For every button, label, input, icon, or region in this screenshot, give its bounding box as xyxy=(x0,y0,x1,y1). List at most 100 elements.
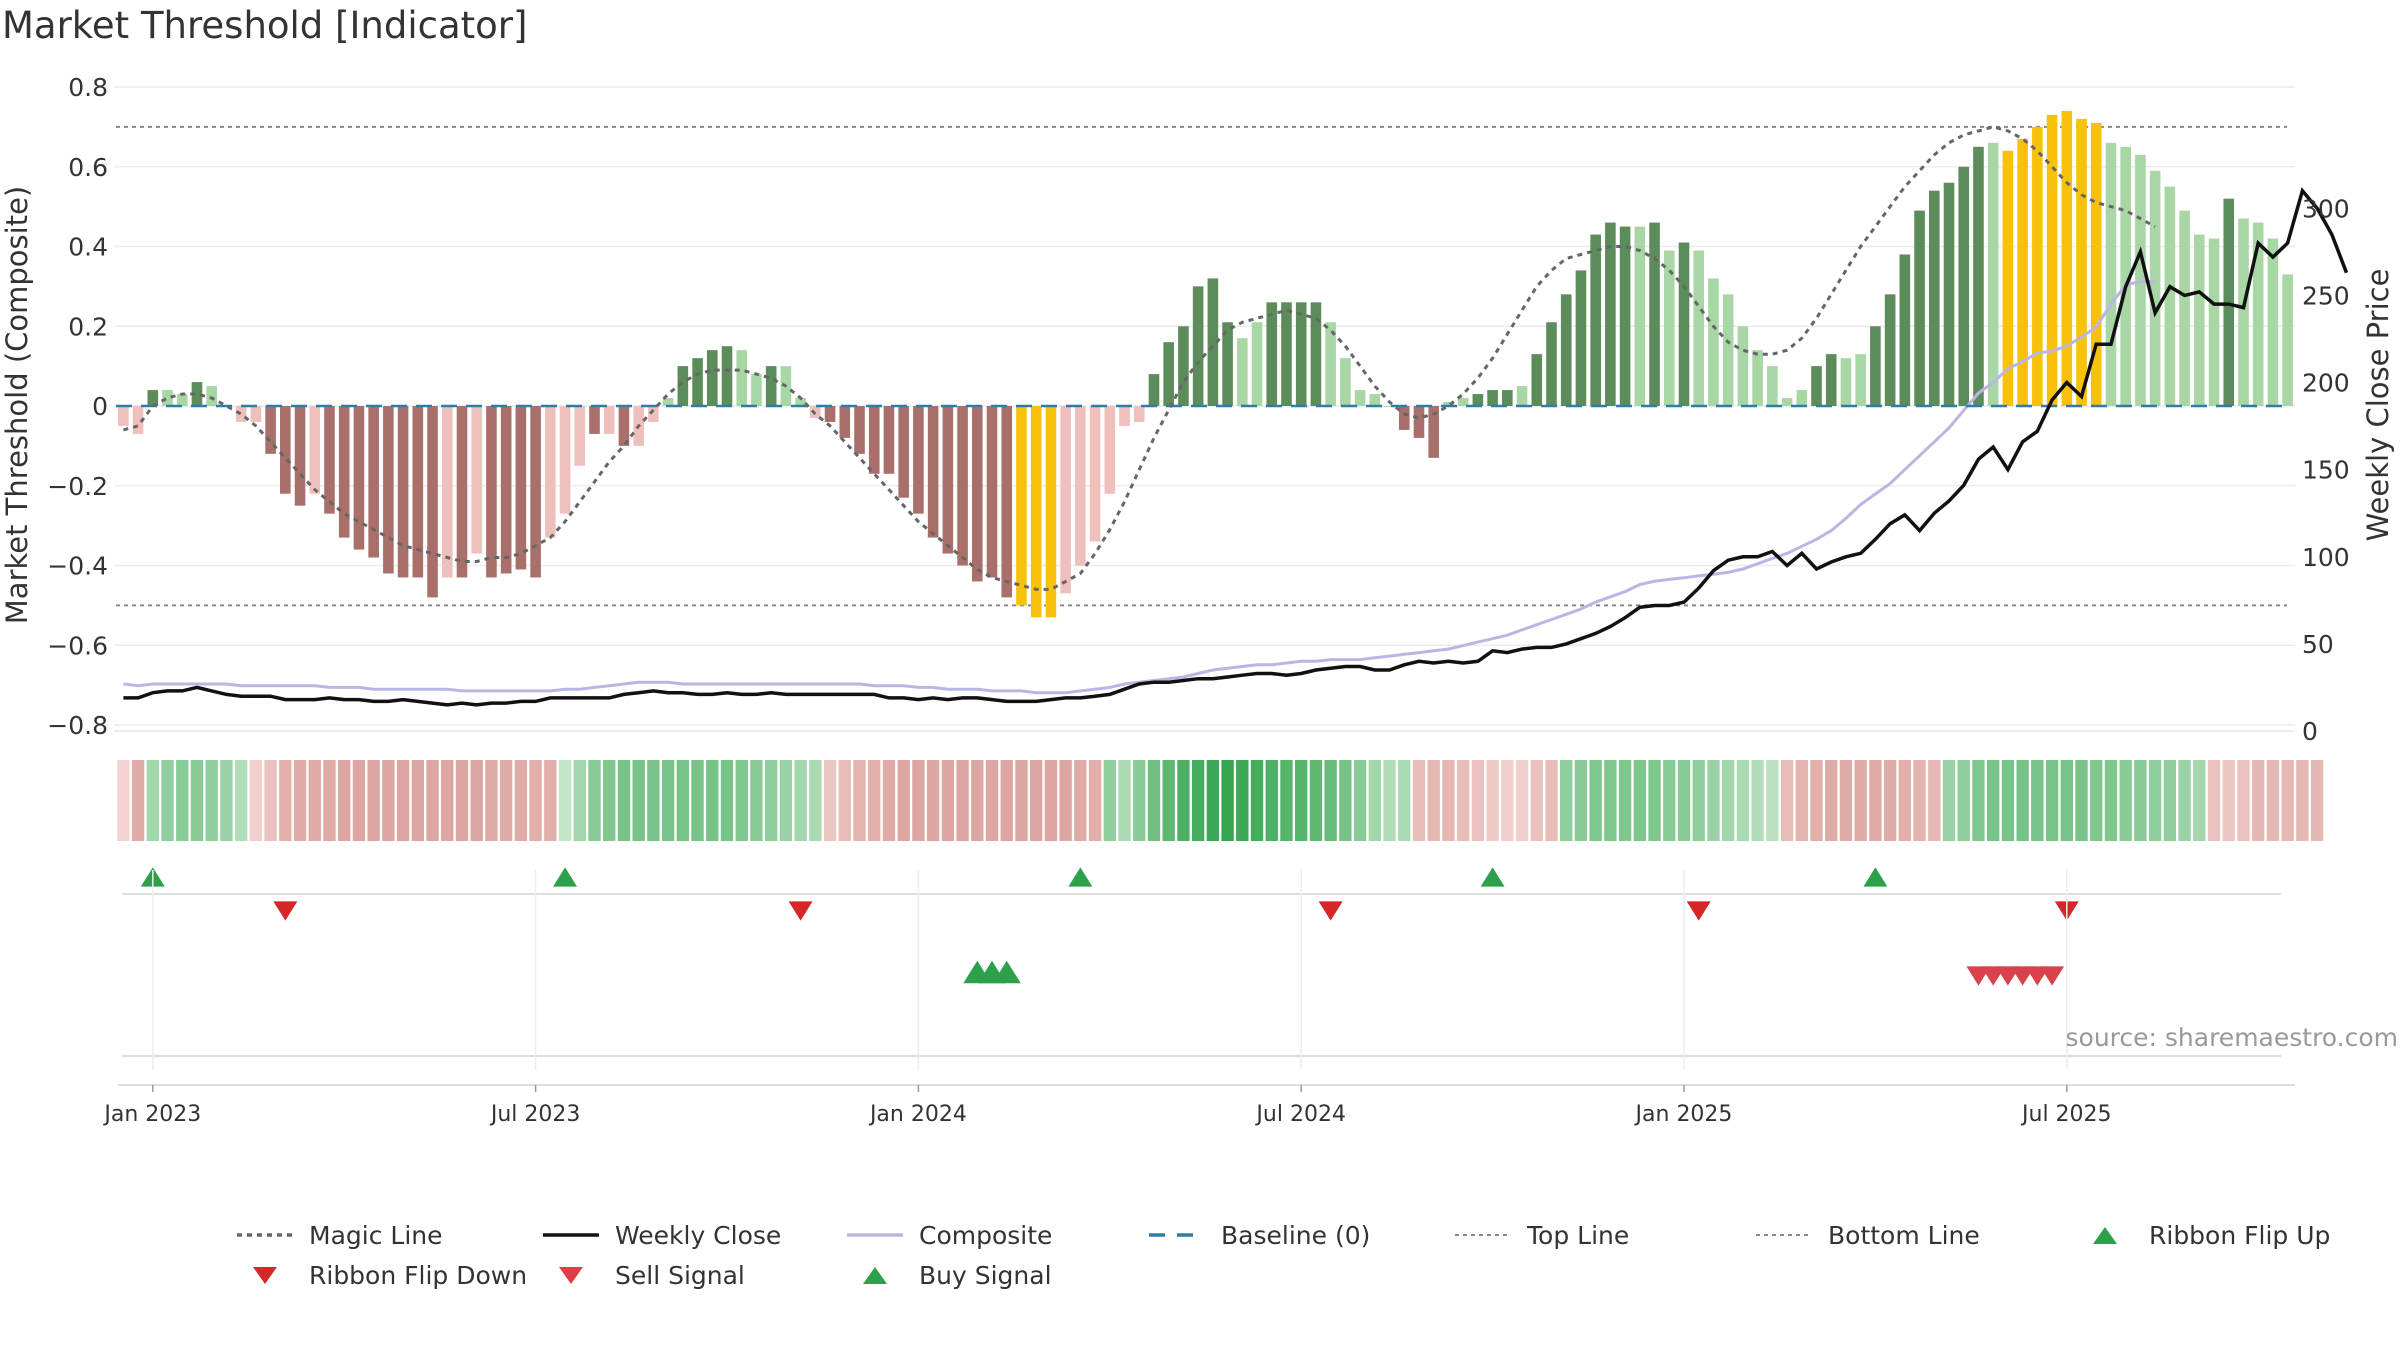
ribbon-segment xyxy=(779,760,793,841)
legend-label: Weekly Close xyxy=(615,1220,782,1250)
composite-bar xyxy=(1443,402,1454,406)
legend-item[interactable]: Bottom Line xyxy=(1754,1218,1980,1252)
composite-bar xyxy=(383,406,394,574)
ribbon-segment xyxy=(1309,760,1323,841)
ribbon-segment xyxy=(676,760,690,841)
weekly-close-line xyxy=(123,187,2349,707)
composite-bar xyxy=(118,406,129,426)
composite-bar xyxy=(1398,406,1410,430)
signal-markers xyxy=(122,960,2281,1057)
ribbon-segment xyxy=(1839,760,1853,841)
composite-bar xyxy=(1295,302,1307,406)
composite-bar xyxy=(427,406,438,598)
ribbon-segment xyxy=(264,760,277,841)
legend-symbol-icon xyxy=(253,1267,277,1284)
ribbon-segment xyxy=(1633,760,1647,841)
y-tick-label-right: 250 xyxy=(2302,281,2350,310)
composite-bar xyxy=(2194,234,2205,406)
composite-bar xyxy=(1855,354,1866,406)
legend-item[interactable]: Buy Signal xyxy=(845,1258,1052,1292)
composite-bar xyxy=(648,406,659,422)
ribbon-flip-down-marker xyxy=(1686,901,1711,921)
y-tick-label-left: 0.6 xyxy=(68,153,108,182)
composite-bar xyxy=(1752,350,1763,406)
composite-bar xyxy=(1546,322,1557,406)
ribbon-segment xyxy=(2207,760,2221,841)
legend-item[interactable]: Weekly Close xyxy=(541,1218,781,1252)
composite-bar xyxy=(736,350,748,406)
ribbon-segment xyxy=(1913,760,1926,841)
composite-bar xyxy=(1045,406,1057,618)
composite-bar xyxy=(250,406,262,422)
composite-bar xyxy=(1502,390,1513,406)
legend-item[interactable]: Sell Signal xyxy=(541,1258,745,1292)
composite-bar xyxy=(898,406,909,498)
ribbon-segment xyxy=(941,760,955,841)
ribbon-segment xyxy=(1118,760,1131,841)
ribbon-segment xyxy=(1324,760,1337,841)
ribbon-segment xyxy=(1471,760,1485,841)
ribbon-segment xyxy=(1869,760,1882,841)
legend-item[interactable]: Magic Line xyxy=(235,1218,443,1252)
ribbon-segment xyxy=(1589,760,1602,841)
composite-bar xyxy=(486,406,497,578)
ribbon-segment xyxy=(1427,760,1440,841)
ribbon-segment xyxy=(1339,760,1352,841)
ribbon-segment xyxy=(190,760,204,841)
axes: 0.8 0.6 0.4 0.2 0 −0.2 −0.4 −0.6 −0.8 300 250 200 15… xyxy=(47,73,2349,746)
ribbon-segment xyxy=(2119,760,2132,841)
ribbon-segment xyxy=(249,760,263,841)
ribbon-segment xyxy=(1486,760,1499,841)
composite-bar xyxy=(2017,138,2028,406)
ribbon-segment xyxy=(1780,760,1794,841)
composite-bar xyxy=(1001,406,1013,598)
y-tick-label-left: −0.8 xyxy=(47,711,108,740)
composite-bar xyxy=(1016,406,1027,606)
ribbon-segment xyxy=(1074,760,1087,841)
legend-item[interactable]: Top Line xyxy=(1453,1218,1629,1252)
composite-bar xyxy=(765,366,777,406)
ribbon-segment xyxy=(1191,760,1205,841)
y-tick-label-left: 0 xyxy=(92,392,108,421)
composite-bar xyxy=(1943,182,1955,406)
ribbon-segment xyxy=(1412,760,1426,841)
ribbon-segment xyxy=(2178,760,2191,841)
composite-bar xyxy=(206,386,217,406)
composite-bar xyxy=(854,406,865,454)
composite-bar xyxy=(515,406,527,570)
ribbon-segment xyxy=(1810,760,1823,841)
ribbon-segment xyxy=(441,760,454,841)
composite-bar xyxy=(176,394,188,406)
ribbon-segment xyxy=(293,760,307,841)
ribbon-segment xyxy=(514,760,528,841)
composite-bar xyxy=(2208,238,2220,406)
legend-label: Bottom Line xyxy=(1828,1220,1980,1250)
ribbon-segment xyxy=(603,760,616,841)
ribbon-segment xyxy=(794,760,807,841)
legend-item[interactable]: Ribbon Flip Down xyxy=(235,1258,527,1292)
legend-item[interactable]: Ribbon Flip Up xyxy=(2075,1218,2330,1252)
composite-bar xyxy=(942,406,954,554)
ribbon-segment xyxy=(2134,760,2147,841)
composite-bar xyxy=(913,406,924,514)
ribbon-flip-up-marker xyxy=(1068,867,1093,887)
y-tick-label-right: 150 xyxy=(2302,456,2350,485)
ribbon-segment xyxy=(1663,760,1676,841)
composite-bar xyxy=(2076,118,2087,407)
composite-bar xyxy=(618,406,630,446)
legend-item[interactable]: Composite xyxy=(845,1218,1052,1252)
composite-bar xyxy=(1030,406,1042,618)
composite-bar xyxy=(1663,250,1675,406)
composite-bar xyxy=(1340,358,1351,406)
legend-item[interactable]: Baseline (0) xyxy=(1147,1218,1370,1252)
ribbon-segment xyxy=(455,760,469,841)
ribbon-segment xyxy=(1928,760,1941,841)
ribbon-segment xyxy=(544,760,557,841)
ribbon-segment xyxy=(1221,760,1234,841)
ribbon-segment xyxy=(558,760,572,841)
ribbon-segment xyxy=(2310,760,2324,841)
composite-bar xyxy=(530,406,541,578)
composite-bar xyxy=(1472,394,1484,406)
composite-bar xyxy=(2267,238,2279,406)
ribbon-segment xyxy=(1530,760,1543,841)
